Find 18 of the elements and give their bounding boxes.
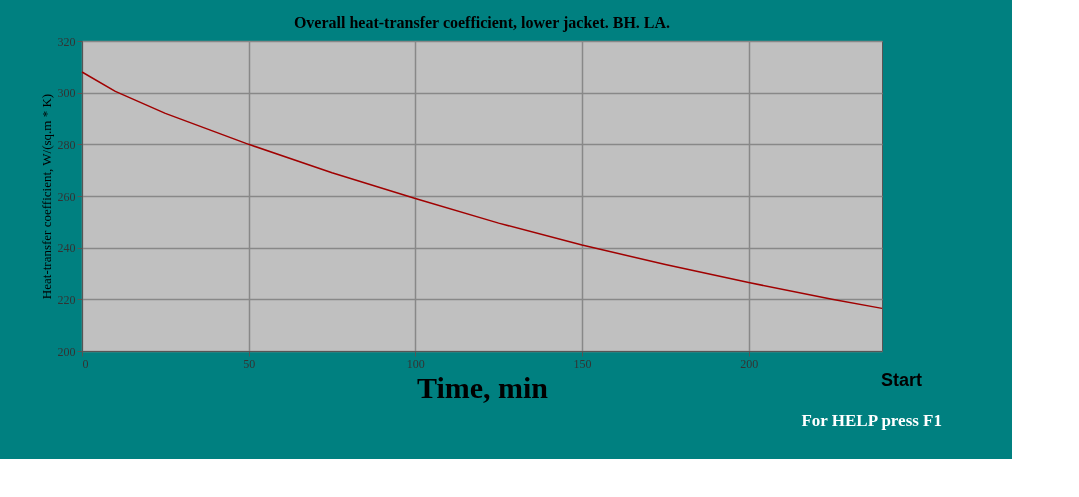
y-tick-label: 260 <box>57 189 76 204</box>
x-tick-label: 0 <box>82 356 89 371</box>
y-tick-label: 200 <box>57 344 76 359</box>
x-tick-label: 100 <box>406 356 425 371</box>
y-tick-label: 320 <box>57 34 76 49</box>
x-axis-title: Time, min <box>416 370 549 404</box>
y-axis-title: Heat-transfer coefficient, W/(sq.m * K) <box>38 93 54 300</box>
y-tick-label: 300 <box>57 86 76 101</box>
x-tick-label: 50 <box>243 356 256 371</box>
x-tick-label: 200 <box>740 356 759 371</box>
y-tick-label: 280 <box>57 137 76 152</box>
text: For HELP press F1 <box>801 411 942 430</box>
y-tick-label: 220 <box>57 292 76 307</box>
x-tick-label: 150 <box>573 356 592 371</box>
chart-title: Overall heat-transfer coefficient, lower jacket. BH. LA. <box>293 14 671 32</box>
line-series <box>81 71 883 310</box>
y-tick-label: 240 <box>57 241 76 256</box>
text: Start <box>880 370 922 390</box>
